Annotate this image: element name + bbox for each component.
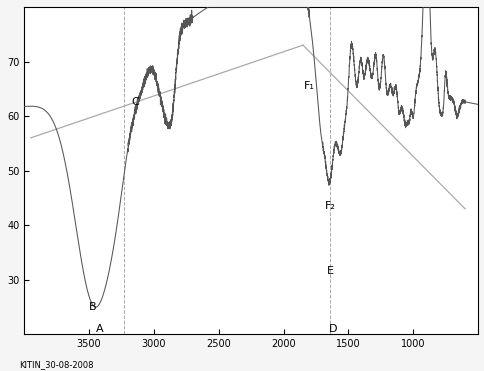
Text: B: B (89, 302, 96, 312)
Text: E: E (326, 266, 333, 276)
Text: C: C (132, 97, 139, 107)
Text: D: D (328, 324, 336, 334)
Text: F₁: F₁ (303, 81, 315, 91)
Text: KITIN_30-08-2008: KITIN_30-08-2008 (19, 360, 94, 369)
Text: A: A (95, 324, 103, 334)
Text: F₂: F₂ (324, 201, 335, 211)
